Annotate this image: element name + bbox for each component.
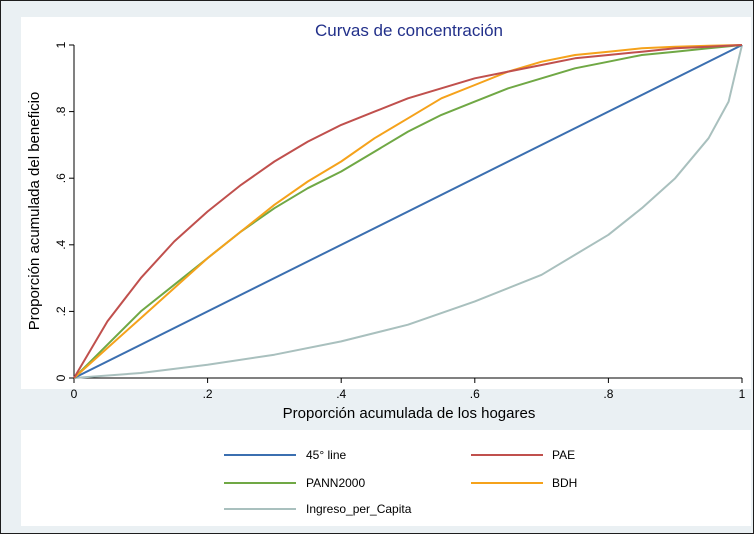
legend-label-45-line: 45° line xyxy=(306,448,346,462)
series-line-pae xyxy=(73,44,743,379)
axes: 0 .2 .4 .6 .8 1 0 .2 .4 .6 .8 1 xyxy=(54,41,746,401)
y-tick-label: .4 xyxy=(54,239,68,249)
chart-title: Curvas de concentración xyxy=(315,21,503,40)
legend-label-pann2000: PANN2000 xyxy=(306,476,365,490)
series-layer xyxy=(73,44,743,379)
legend-area xyxy=(21,430,751,526)
y-tick-label: 0 xyxy=(54,374,68,381)
x-axis-label: Proporción acumulada de los hogares xyxy=(283,405,536,422)
series-line-pann2000 xyxy=(73,44,743,379)
y-tick-label: .6 xyxy=(54,173,68,183)
x-tick-label: 0 xyxy=(71,387,78,401)
series-line-45-line xyxy=(73,44,743,379)
plot-area xyxy=(21,17,751,389)
x-tick-label: .8 xyxy=(603,387,613,401)
x-tick-label: .2 xyxy=(203,387,213,401)
legend-label-ingreso-per-capita: Ingreso_per_Capita xyxy=(306,502,412,516)
x-tick-label: .4 xyxy=(336,387,346,401)
y-tick-label: .2 xyxy=(54,306,68,316)
x-tick-label: .6 xyxy=(470,387,480,401)
x-tick-label: 1 xyxy=(739,387,746,401)
series-line-ingreso-per-capita xyxy=(73,44,743,379)
y-axis-label: Proporción acumulada del beneficio xyxy=(26,92,43,330)
legend-label-bdh: BDH xyxy=(552,476,577,490)
y-tick-label: .8 xyxy=(54,106,68,116)
legend: 45° line PAE PANN2000 BDH Ingreso_per_Capita xyxy=(224,448,577,516)
y-tick-label: 1 xyxy=(54,41,68,48)
legend-label-pae: PAE xyxy=(552,448,575,462)
series-line-bdh xyxy=(73,44,743,379)
